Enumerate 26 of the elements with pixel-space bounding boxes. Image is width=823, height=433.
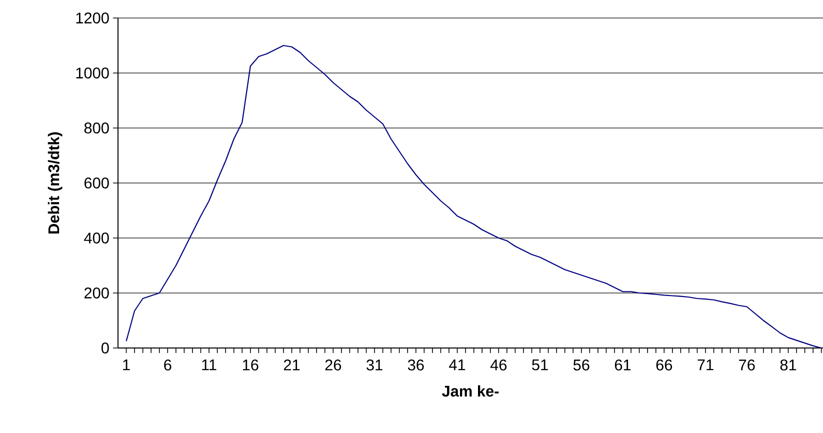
x-tick-label: 16 bbox=[242, 360, 258, 370]
x-tick-label: 61 bbox=[614, 360, 631, 370]
x-tick-label: 6 bbox=[164, 360, 172, 370]
y-tick-label: 0 bbox=[102, 342, 109, 354]
x-tick-label: 41 bbox=[449, 360, 466, 370]
y-tick-label: 400 bbox=[84, 232, 109, 244]
x-tick-label: 66 bbox=[656, 360, 672, 370]
x-tick-label: 71 bbox=[698, 360, 714, 370]
x-tick-label: 1 bbox=[123, 360, 130, 370]
x-tick-label: 56 bbox=[573, 360, 590, 370]
x-tick-label: 51 bbox=[532, 360, 548, 370]
y-tick-label: 800 bbox=[84, 122, 109, 134]
x-tick-label: 46 bbox=[490, 360, 507, 370]
y-tick-label: 1200 bbox=[76, 12, 109, 24]
y-tick-label: 200 bbox=[84, 288, 109, 298]
y-tick-label: 1000 bbox=[76, 68, 109, 78]
x-tick-label: 21 bbox=[284, 360, 300, 370]
y-axis-title: Debit (m3/dtk) bbox=[48, 132, 62, 234]
y-tick-label: 600 bbox=[84, 178, 109, 188]
x-tick-label: 26 bbox=[325, 360, 342, 370]
x-axis-title: Jam ke- bbox=[442, 385, 499, 397]
x-tick-label: 11 bbox=[202, 360, 216, 370]
x-tick-label: 31 bbox=[366, 360, 382, 370]
x-tick-label: 81 bbox=[780, 360, 796, 370]
x-tick-label: 36 bbox=[408, 360, 424, 370]
x-tick-label: 76 bbox=[739, 360, 755, 370]
